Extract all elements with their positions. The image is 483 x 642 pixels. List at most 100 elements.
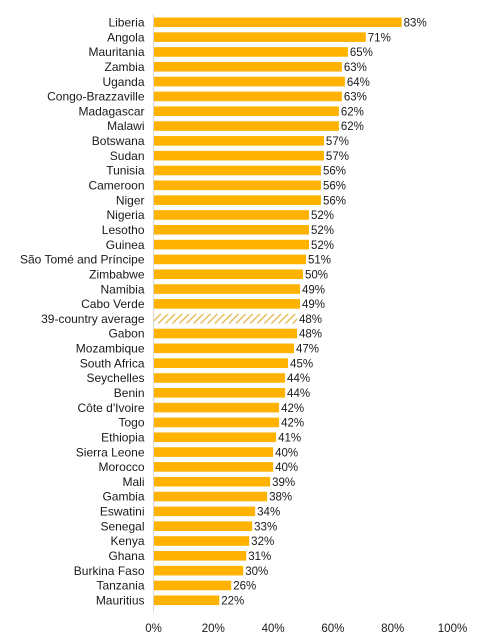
bar-row: Congo-Brazzaville 63% (47, 90, 367, 104)
bar-row: South Africa 45% (80, 356, 313, 370)
value-label: 64% (347, 77, 370, 89)
bar-row: Angola 71% (107, 30, 391, 44)
category-label: South Africa (80, 356, 145, 370)
bar-row: Gambia 38% (102, 490, 292, 504)
value-label: 42% (281, 418, 304, 430)
bar (153, 239, 309, 250)
category-label: Angola (107, 30, 145, 44)
bar-row: 39-country average 48% (41, 312, 322, 326)
bar-row: Liberia 83% (108, 16, 426, 30)
bar (153, 210, 309, 220)
bar (153, 551, 247, 561)
bar-row: Mali 39% (122, 475, 295, 489)
value-label: 44% (287, 388, 310, 400)
bar-row: Eswatini 34% (100, 505, 280, 519)
category-label: Mozambique (76, 342, 145, 356)
bar (153, 136, 324, 146)
bar-row: Ethiopia 41% (101, 430, 301, 444)
bar-row: Senegal 33% (100, 519, 277, 533)
category-label: Tanzania (96, 579, 144, 593)
category-label: Mauritania (88, 45, 144, 59)
bar (153, 402, 280, 413)
bar (153, 343, 295, 354)
category-label: Tunisia (106, 164, 145, 178)
category-label: Sudan (110, 149, 145, 163)
bar (153, 388, 286, 398)
value-label: 50% (305, 269, 328, 281)
category-label: Congo-Brazzaville (47, 90, 145, 104)
bars-layer: Liberia 83% Angola 71% Mauritania 65% Zambia 63… (20, 16, 427, 608)
bar (153, 17, 402, 28)
bar-row: Benin 44% (114, 386, 310, 400)
bar-row: Botswana 57% (92, 134, 349, 148)
bar (153, 284, 301, 294)
bar (153, 254, 306, 265)
value-label: 63% (344, 62, 367, 74)
value-label: 48% (299, 329, 322, 341)
bar (153, 476, 271, 487)
bar-row: Malawi 62% (107, 119, 364, 133)
x-tick-label: 100% (438, 623, 467, 635)
x-tick-label: 0% (145, 623, 162, 635)
bar (153, 417, 280, 428)
bar (153, 506, 256, 517)
value-label: 34% (257, 507, 280, 519)
category-label: 39-country average (41, 312, 145, 326)
bar-row: Namibia 49% (100, 282, 325, 296)
bar-row: Zambia 63% (104, 60, 366, 74)
bar (153, 328, 298, 339)
value-label: 49% (302, 284, 325, 296)
value-label: 45% (290, 358, 313, 370)
value-label: 49% (302, 299, 325, 311)
value-label: 39% (272, 477, 295, 489)
x-tick-label: 60% (321, 623, 344, 635)
value-label: 52% (311, 225, 334, 237)
value-label: 71% (368, 32, 391, 44)
value-label: 47% (296, 344, 319, 356)
value-label: 57% (326, 151, 349, 163)
x-tick-label: 20% (202, 623, 225, 635)
bar-row: Cameroon 56% (88, 179, 346, 193)
bar-row: São Tomé and Príncipe 51% (20, 253, 331, 267)
bar (153, 195, 321, 205)
bar-row: Tanzania 26% (96, 579, 256, 593)
bar (153, 224, 309, 235)
value-label: 56% (323, 181, 346, 193)
value-label: 83% (404, 18, 427, 30)
category-label: Cabo Verde (81, 297, 145, 311)
category-label: Mali (122, 475, 144, 489)
bar-row: Burkina Faso 30% (74, 564, 268, 578)
x-tick-label: 40% (262, 623, 285, 635)
category-label: Benin (114, 386, 145, 400)
category-label: Lesotho (102, 223, 145, 237)
bar-row: Togo 42% (118, 416, 304, 430)
bar-row: Seychelles 44% (86, 371, 310, 385)
bar (153, 462, 274, 472)
category-label: Gabon (108, 327, 144, 341)
category-label: Seychelles (86, 371, 144, 385)
value-label: 30% (245, 566, 268, 578)
value-label: 44% (287, 373, 310, 385)
bar-row: Gabon 48% (108, 327, 322, 341)
category-label: Kenya (110, 534, 144, 548)
bar-row: Mauritania 65% (88, 45, 372, 59)
category-label: Cameroon (88, 179, 144, 193)
average-bar (153, 313, 298, 324)
bar-row: Sierra Leone 40% (76, 445, 298, 459)
bar-row: Zimbabwe 50% (89, 267, 328, 281)
category-label: Namibia (100, 282, 144, 296)
category-label: Senegal (100, 519, 144, 533)
value-label: 33% (254, 521, 277, 533)
bar (153, 565, 244, 576)
x-axis: 0% 20% 40% 60% 80% 100% (145, 14, 467, 635)
bar-row: Nigeria 52% (106, 208, 334, 222)
bar-row: Ghana 31% (108, 549, 271, 563)
value-label: 52% (311, 210, 334, 222)
value-label: 38% (269, 492, 292, 504)
bar (153, 536, 250, 546)
category-label: Burkina Faso (74, 564, 145, 578)
bar (153, 47, 348, 57)
category-label: Ghana (108, 549, 144, 563)
category-label: Côte d'Ivoire (78, 401, 145, 415)
